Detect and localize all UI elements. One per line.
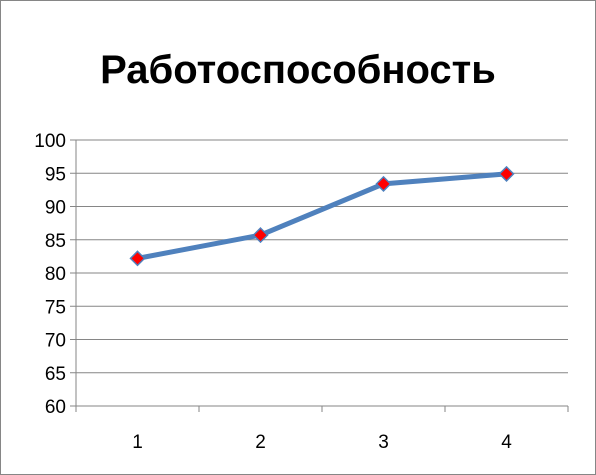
series-line (135, 171, 509, 261)
y-tick-label: 80 (45, 264, 66, 285)
data-point-marker (129, 250, 146, 267)
chart-title: Работоспособность (100, 48, 496, 92)
data-point-marker (498, 165, 515, 182)
x-tick-label: 1 (132, 432, 143, 453)
x-tick-label: 2 (255, 432, 266, 453)
y-tick-label: 85 (45, 231, 66, 252)
y-tick-label: 95 (45, 164, 66, 185)
y-tick-label: 70 (45, 331, 66, 352)
gridlines (76, 139, 568, 374)
y-tick-label: 75 (45, 297, 66, 318)
x-tick-labels: 1 2 3 4 (132, 432, 512, 453)
y-tick-label: 100 (34, 131, 66, 152)
series-layer (129, 165, 515, 267)
y-tick-label: 90 (45, 198, 66, 219)
y-tick-label: 65 (45, 364, 66, 385)
data-point-marker (375, 175, 392, 192)
y-tick-label: 60 (45, 397, 66, 418)
y-tick-labels: 60 65 70 75 80 85 90 95 100 (34, 131, 66, 418)
axes (70, 139, 569, 412)
x-tick-label: 3 (378, 432, 389, 453)
x-tick-label: 4 (501, 432, 512, 453)
data-point-marker (252, 227, 269, 244)
